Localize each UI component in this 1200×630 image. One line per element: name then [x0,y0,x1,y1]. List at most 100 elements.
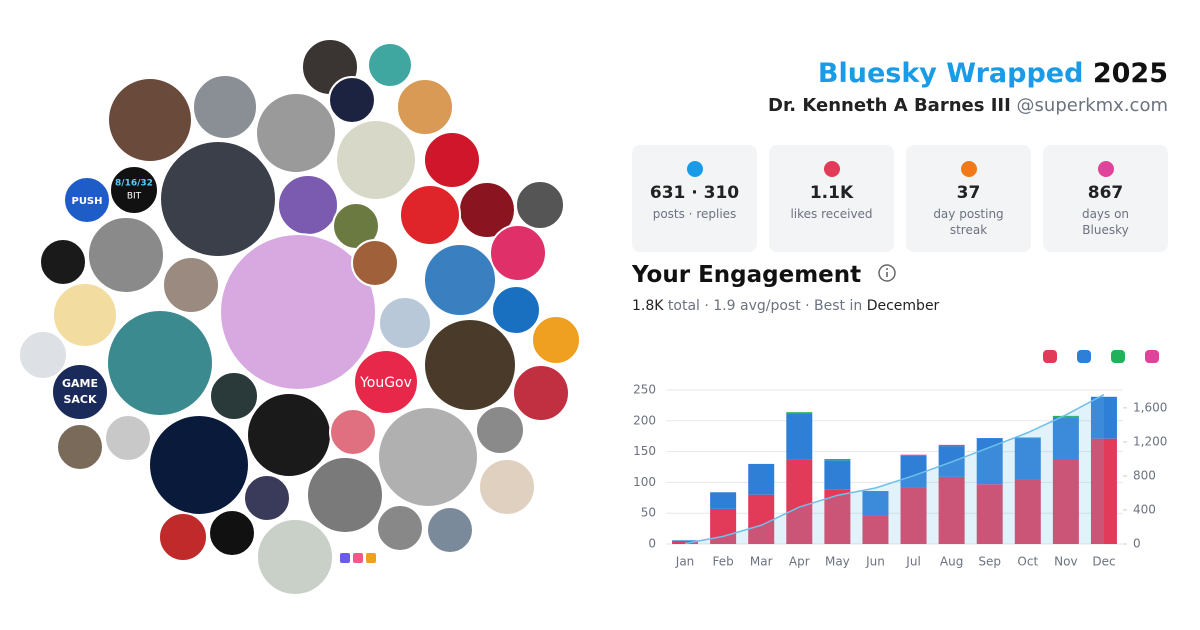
avatar [192,74,258,140]
avatar-badge [353,553,363,563]
legend-icon [1043,350,1057,363]
icon-shape [1097,161,1114,177]
avatar [209,371,259,421]
y-tick-label: 0 [648,537,656,551]
bar-segment [976,484,1003,544]
x-tick-label: Nov [1054,555,1077,569]
avatar-label: BIT [127,192,142,202]
profile: Dr. Kenneth A Barnes III @superkmx.com [768,95,1168,116]
y2-tick-label: 1,200 [1133,434,1167,448]
summary: total · 1.9 avg/post · Best in [667,298,863,314]
stat-card: 867 days on Bluesky [1043,145,1168,252]
handle: @superkmx.com [1016,95,1168,116]
y2-tick-label: 1,600 [1133,400,1167,414]
avatar [51,363,109,421]
bar-segment [710,492,737,509]
y-tick-label: 100 [633,475,656,489]
x-tick-label: Aug [940,555,963,569]
avatar [148,414,250,516]
legend-icon [1111,350,1125,363]
avatar [396,78,454,136]
chart: 0 50 100 150 200 250 0 400 800 1,200 1,600 Jan Feb Ma… [633,350,1167,569]
avatar [208,509,256,557]
stat-card: 631 · 310 posts · replies [632,145,757,252]
bar-segment [1052,417,1079,459]
avatar-label: SACK [63,393,97,406]
bar-segment [976,438,1003,485]
avatar [353,349,419,415]
bar-segment [1014,437,1041,439]
icon-shape [960,161,977,177]
avatar-label: 8/16/32 [115,179,153,189]
bar-segment [862,515,889,544]
bar-segment [786,412,813,415]
x-tick-label: Jun [865,555,885,569]
stat-label: posts · replies [652,207,737,221]
y-tick-label: 250 [633,383,656,397]
legend-icon [1077,350,1091,363]
avatar [351,239,399,287]
avatar [255,92,337,174]
stat-card: 1.1K likes received [769,145,894,252]
line [684,393,1105,545]
avatar [306,456,384,534]
info-icon[interactable] [877,263,897,283]
avatar-cloud: PUSH 8/16/32 BIT GAME SACK YouGov [18,38,581,596]
avatar [475,405,525,455]
avatar [378,296,432,350]
legend-icon [1145,350,1159,363]
bar-segment [1052,458,1079,544]
avatar [87,216,165,294]
avatar [399,184,461,246]
avatar [52,282,118,348]
bar-segment [1090,396,1117,439]
line-area [685,394,1104,544]
avatar [335,119,417,201]
x-tick-label: Mar [750,555,773,569]
stat-icon [1097,161,1114,177]
bar-segment [748,494,775,544]
stat-value: 37 [956,183,981,203]
avatar [329,408,377,456]
avatar-label: GAME [62,377,98,390]
total: 1.8K [632,298,664,314]
bar-segment [1090,438,1117,544]
y2-tick-label: 800 [1133,468,1156,482]
avatar [256,518,334,596]
bar-segment [862,491,889,516]
year: 2025 [1092,58,1168,89]
avatar [277,174,339,236]
bar-segment [1014,479,1041,544]
avatar [63,176,111,224]
stat-value: 631 · 310 [649,183,740,203]
avatar [515,180,565,230]
y-tick-label: 50 [641,506,656,520]
avatar [243,474,291,522]
avatar [104,414,152,462]
y2-tick-label: 0 [1133,537,1141,551]
avatar [162,256,220,314]
x-tick-label: Feb [713,555,734,569]
best-month: December [866,298,940,314]
stat-value: 867 [1087,183,1124,203]
x-tick-label: Dec [1092,555,1115,569]
avatar-label: PUSH [71,196,102,207]
avatar [107,77,193,163]
x-tick-label: Sep [978,555,1001,569]
avatar-badge [340,553,350,563]
y2-tick-label: 400 [1133,502,1156,516]
avatar [39,238,87,286]
avatar [423,243,497,317]
stat-card: 37 day posting streak [906,145,1031,252]
engagement-summary: 1.8K total · 1.9 avg/post · Best in Dece… [632,298,939,314]
bar-segment [824,458,851,461]
stat-label: days on Bluesky [1081,207,1130,237]
avatar [512,364,570,422]
stat-icon [823,161,840,177]
avatar [56,423,104,471]
bar-segment [748,463,775,495]
avatar-label: YouGov [359,375,412,391]
y-tick-label: 150 [633,444,656,458]
avatar [491,285,541,335]
